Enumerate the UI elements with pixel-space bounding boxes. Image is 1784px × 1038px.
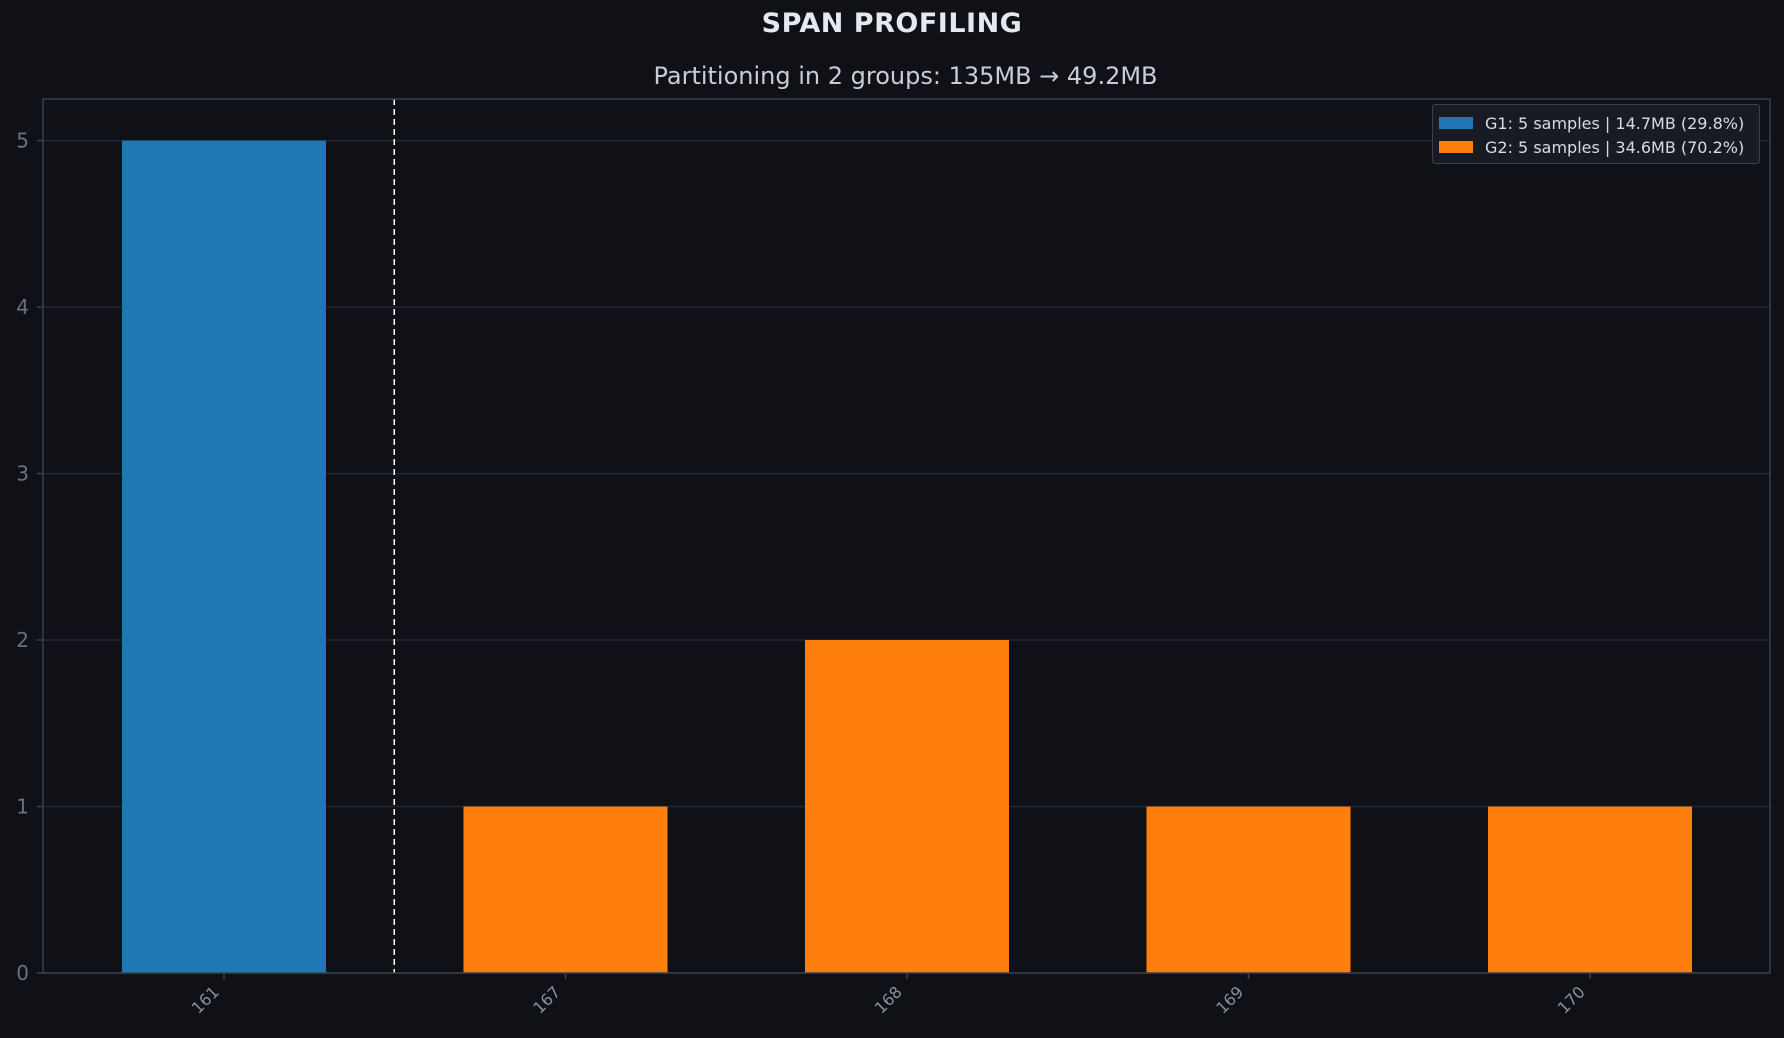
- y-tick-label: 0: [16, 961, 29, 985]
- bar-168: [805, 640, 1009, 973]
- legend-swatch-g2: [1439, 141, 1473, 153]
- legend-item-g1: G1: 5 samples | 14.7MB (29.8%): [1439, 111, 1753, 135]
- legend-label-g1: G1: 5 samples | 14.7MB (29.8%): [1485, 113, 1745, 133]
- chart-subtitle: Partitioning in 2 groups: 135MB → 49.2MB: [653, 62, 1158, 90]
- chart-title: SPAN PROFILING: [761, 8, 1023, 39]
- bar-161: [122, 140, 326, 974]
- x-tick-label: 168: [871, 982, 906, 1017]
- bar-170: [1488, 806, 1692, 973]
- y-tick-label: 5: [16, 129, 29, 153]
- x-tick-label: 167: [529, 982, 564, 1017]
- legend-swatch-g1: [1439, 117, 1473, 129]
- legend-label-g2: G2: 5 samples | 34.6MB (70.2%): [1485, 137, 1745, 157]
- y-tick-label: 4: [16, 295, 29, 319]
- axes-frame: [42, 98, 1771, 974]
- bar-167: [463, 806, 668, 973]
- x-tick-label: 170: [1554, 982, 1589, 1017]
- y-tick-label: 1: [16, 795, 29, 819]
- y-tick-label: 3: [16, 462, 29, 486]
- y-tick-label: 2: [16, 628, 29, 652]
- legend-item-g2: G2: 5 samples | 34.6MB (70.2%): [1439, 135, 1753, 159]
- bar-169: [1146, 806, 1351, 973]
- x-tick-label: 161: [188, 982, 223, 1017]
- legend: G1: 5 samples | 14.7MB (29.8%) G2: 5 sam…: [1432, 104, 1760, 164]
- x-tick-label: 169: [1212, 982, 1247, 1017]
